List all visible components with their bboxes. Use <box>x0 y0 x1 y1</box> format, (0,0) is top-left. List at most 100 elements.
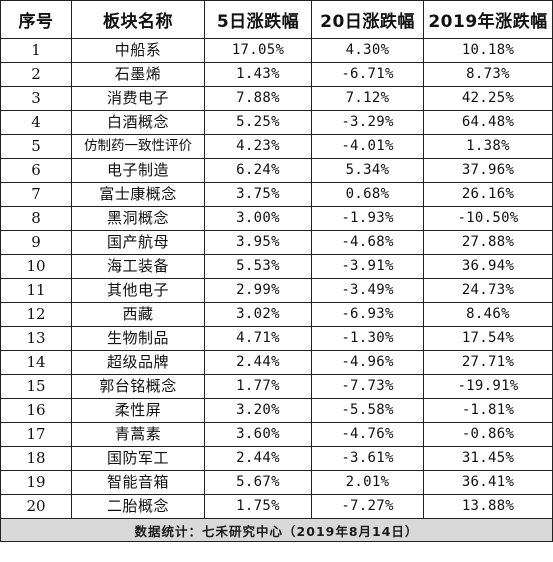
cell-change-5d: 2.99% <box>204 278 312 303</box>
cell-sector: 超级品牌 <box>71 350 205 375</box>
cell-sector: 郭台铭概念 <box>71 374 205 399</box>
cell-change-5d: 3.00% <box>204 206 312 231</box>
cell-change-20d: -7.27% <box>311 494 424 519</box>
cell-index: 8 <box>0 206 72 231</box>
table-footer: 数据统计：七禾研究中心（2019年8月14日） <box>0 518 553 542</box>
cell-change-5d: 2.44% <box>204 350 312 375</box>
cell-change-2019: 27.71% <box>423 350 553 375</box>
cell-change-2019: 36.94% <box>423 254 553 279</box>
cell-index: 13 <box>0 326 72 351</box>
cell-change-2019: -1.81% <box>423 398 553 423</box>
header-row: 序号 板块名称 5日涨跌幅 20日涨跌幅 2019年涨跌幅 <box>0 0 553 39</box>
cell-change-20d: -7.73% <box>311 374 424 399</box>
cell-change-20d: -4.68% <box>311 230 424 255</box>
table-row: 16 柔性屏 3.20% -5.58% -1.81% <box>0 398 553 423</box>
cell-change-5d: 4.71% <box>204 326 312 351</box>
cell-index: 3 <box>0 86 72 111</box>
table-row: 4 白酒概念 5.25% -3.29% 64.48% <box>0 110 553 135</box>
cell-change-20d: -4.96% <box>311 350 424 375</box>
cell-sector: 白酒概念 <box>71 110 205 135</box>
table-row: 2 石墨烯 1.43% -6.71% 8.73% <box>0 62 553 87</box>
cell-index: 15 <box>0 374 72 399</box>
cell-change-5d: 1.75% <box>204 494 312 519</box>
cell-change-20d: -5.58% <box>311 398 424 423</box>
cell-change-5d: 2.44% <box>204 446 312 471</box>
cell-change-20d: -3.49% <box>311 278 424 303</box>
cell-change-5d: 17.05% <box>204 38 312 63</box>
cell-change-2019: 8.73% <box>423 62 553 87</box>
cell-index: 11 <box>0 278 72 303</box>
cell-change-2019: 31.45% <box>423 446 553 471</box>
table-row: 7 富士康概念 3.75% 0.68% 26.16% <box>0 182 553 207</box>
header-index: 序号 <box>0 0 72 39</box>
cell-sector: 国防军工 <box>71 446 205 471</box>
cell-index: 5 <box>0 134 72 159</box>
cell-index: 14 <box>0 350 72 375</box>
cell-change-5d: 3.95% <box>204 230 312 255</box>
table-row: 3 消费电子 7.88% 7.12% 42.25% <box>0 86 553 111</box>
table-row: 5 仿制药一致性评价 4.23% -4.01% 1.38% <box>0 134 553 159</box>
cell-change-2019: 24.73% <box>423 278 553 303</box>
cell-change-20d: 0.68% <box>311 182 424 207</box>
cell-change-2019: 64.48% <box>423 110 553 135</box>
cell-change-20d: -6.93% <box>311 302 424 327</box>
cell-change-5d: 1.77% <box>204 374 312 399</box>
cell-index: 1 <box>0 38 72 63</box>
cell-change-20d: 5.34% <box>311 158 424 183</box>
cell-change-20d: -3.61% <box>311 446 424 471</box>
cell-sector: 消费电子 <box>71 86 205 111</box>
cell-change-5d: 5.67% <box>204 470 312 495</box>
cell-change-20d: -1.30% <box>311 326 424 351</box>
cell-index: 19 <box>0 470 72 495</box>
table-row: 12 西藏 3.02% -6.93% 8.46% <box>0 302 553 327</box>
cell-sector: 石墨烯 <box>71 62 205 87</box>
cell-sector: 西藏 <box>71 302 205 327</box>
table-row: 14 超级品牌 2.44% -4.96% 27.71% <box>0 350 553 375</box>
cell-change-2019: 26.16% <box>423 182 553 207</box>
cell-change-20d: -1.93% <box>311 206 424 231</box>
cell-change-5d: 4.23% <box>204 134 312 159</box>
cell-index: 6 <box>0 158 72 183</box>
table-row: 17 青蒿素 3.60% -4.76% -0.86% <box>0 422 553 447</box>
cell-sector: 黑洞概念 <box>71 206 205 231</box>
header-sector: 板块名称 <box>71 0 205 39</box>
cell-change-5d: 5.25% <box>204 110 312 135</box>
table-row: 13 生物制品 4.71% -1.30% 17.54% <box>0 326 553 351</box>
cell-index: 20 <box>0 494 72 519</box>
cell-sector: 柔性屏 <box>71 398 205 423</box>
cell-index: 2 <box>0 62 72 87</box>
cell-sector: 青蒿素 <box>71 422 205 447</box>
cell-index: 10 <box>0 254 72 279</box>
cell-change-2019: 1.38% <box>423 134 553 159</box>
cell-change-2019: 36.41% <box>423 470 553 495</box>
table-body: 1 中船系 17.05% 4.30% 10.18% 2 石墨烯 1.43% -6.71% 8.73… <box>0 38 553 519</box>
cell-change-5d: 3.02% <box>204 302 312 327</box>
cell-change-20d: -3.29% <box>311 110 424 135</box>
cell-sector: 富士康概念 <box>71 182 205 207</box>
table-row: 8 黑洞概念 3.00% -1.93% -10.50% <box>0 206 553 231</box>
table-row: 19 智能音箱 5.67% 2.01% 36.41% <box>0 470 553 495</box>
cell-index: 16 <box>0 398 72 423</box>
cell-index: 4 <box>0 110 72 135</box>
table-row: 1 中船系 17.05% 4.30% 10.18% <box>0 38 553 63</box>
cell-change-2019: 37.96% <box>423 158 553 183</box>
cell-change-5d: 5.53% <box>204 254 312 279</box>
cell-index: 17 <box>0 422 72 447</box>
cell-change-5d: 3.20% <box>204 398 312 423</box>
cell-change-5d: 6.24% <box>204 158 312 183</box>
cell-change-5d: 7.88% <box>204 86 312 111</box>
table-row: 10 海工装备 5.53% -3.91% 36.94% <box>0 254 553 279</box>
cell-sector: 仿制药一致性评价 <box>71 134 205 159</box>
cell-change-5d: 3.60% <box>204 422 312 447</box>
cell-change-2019: 17.54% <box>423 326 553 351</box>
cell-change-2019: 27.88% <box>423 230 553 255</box>
cell-sector: 电子制造 <box>71 158 205 183</box>
cell-sector: 二胎概念 <box>71 494 205 519</box>
table-row: 6 电子制造 6.24% 5.34% 37.96% <box>0 158 553 183</box>
cell-index: 7 <box>0 182 72 207</box>
cell-change-20d: -4.76% <box>311 422 424 447</box>
cell-sector: 海工装备 <box>71 254 205 279</box>
cell-sector: 生物制品 <box>71 326 205 351</box>
cell-change-20d: -3.91% <box>311 254 424 279</box>
